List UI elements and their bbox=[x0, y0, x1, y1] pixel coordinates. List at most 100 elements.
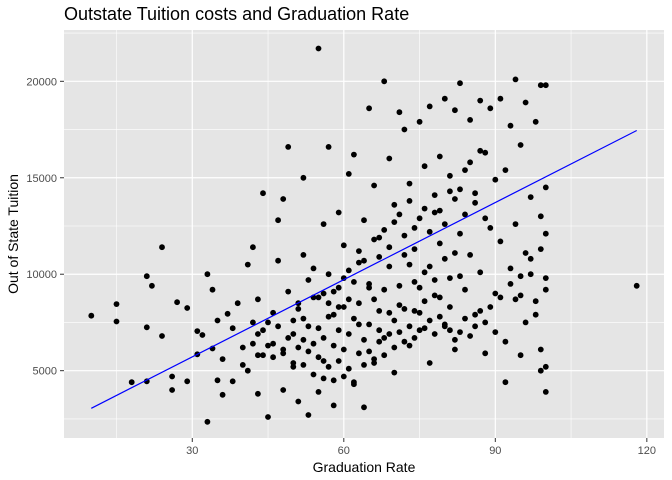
data-point bbox=[527, 255, 534, 262]
x-axis-title: Graduation Rate bbox=[313, 459, 416, 475]
minor-gridlines bbox=[64, 30, 664, 438]
data-point bbox=[537, 367, 544, 374]
data-point bbox=[376, 308, 383, 314]
data-point bbox=[401, 232, 408, 239]
data-point bbox=[447, 304, 453, 310]
data-point bbox=[386, 155, 393, 162]
data-point bbox=[507, 122, 514, 129]
data-point bbox=[325, 313, 332, 320]
data-point bbox=[467, 252, 473, 258]
data-point bbox=[335, 304, 342, 310]
data-point bbox=[290, 360, 297, 366]
data-point bbox=[391, 317, 398, 324]
data-point bbox=[411, 246, 418, 253]
data-point bbox=[371, 360, 377, 366]
data-point bbox=[517, 273, 524, 280]
data-point bbox=[169, 387, 176, 393]
data-point bbox=[457, 186, 463, 193]
data-point bbox=[391, 219, 398, 226]
data-point bbox=[396, 329, 403, 335]
data-point bbox=[381, 335, 388, 341]
data-point bbox=[507, 281, 514, 287]
data-point bbox=[345, 331, 352, 337]
data-point bbox=[315, 389, 322, 395]
data-point bbox=[265, 319, 271, 326]
data-point bbox=[512, 296, 519, 303]
data-point bbox=[421, 298, 428, 305]
data-point bbox=[447, 327, 453, 334]
data-point bbox=[411, 279, 418, 285]
data-point bbox=[340, 304, 347, 310]
data-point bbox=[512, 221, 519, 228]
data-point bbox=[527, 271, 534, 278]
data-point bbox=[452, 336, 458, 343]
data-point bbox=[239, 344, 246, 351]
data-point bbox=[472, 190, 478, 197]
data-point bbox=[285, 144, 292, 150]
data-point bbox=[345, 365, 352, 372]
data-point bbox=[502, 167, 509, 174]
data-point bbox=[260, 327, 266, 334]
data-point bbox=[315, 45, 322, 52]
data-point bbox=[482, 350, 489, 357]
data-point bbox=[472, 199, 478, 206]
data-point bbox=[431, 277, 438, 283]
data-point bbox=[128, 379, 135, 386]
data-point bbox=[406, 198, 413, 204]
data-point bbox=[492, 290, 499, 297]
data-point bbox=[255, 390, 261, 397]
data-point bbox=[351, 315, 357, 322]
data-point bbox=[381, 227, 388, 233]
data-point bbox=[366, 105, 372, 112]
data-point bbox=[472, 311, 478, 318]
data-point bbox=[300, 315, 307, 322]
data-point bbox=[431, 331, 438, 337]
data-point bbox=[452, 196, 458, 202]
data-point bbox=[436, 313, 443, 320]
data-point bbox=[381, 78, 388, 85]
data-point bbox=[356, 300, 362, 307]
data-point bbox=[305, 412, 312, 418]
data-point bbox=[366, 321, 372, 328]
data-point bbox=[335, 284, 342, 291]
data-point bbox=[396, 211, 403, 218]
data-point bbox=[260, 352, 266, 359]
data-point bbox=[310, 340, 317, 347]
data-point bbox=[356, 321, 362, 328]
data-point bbox=[300, 362, 307, 368]
data-point bbox=[537, 346, 544, 353]
data-point bbox=[467, 159, 473, 166]
data-point bbox=[462, 211, 468, 218]
data-point bbox=[320, 375, 327, 382]
data-point bbox=[477, 269, 484, 276]
data-point bbox=[285, 288, 292, 295]
data-point bbox=[250, 319, 256, 326]
data-point bbox=[320, 221, 327, 228]
data-point bbox=[320, 335, 327, 341]
data-point bbox=[512, 76, 519, 83]
data-point bbox=[537, 213, 544, 220]
data-point bbox=[361, 257, 367, 264]
data-point bbox=[275, 323, 281, 330]
data-point bbox=[351, 279, 357, 285]
data-point bbox=[219, 356, 226, 362]
data-point bbox=[255, 352, 261, 359]
data-point bbox=[542, 389, 549, 395]
y-tick-label: 15000 bbox=[26, 173, 57, 185]
data-point bbox=[239, 362, 246, 368]
data-point bbox=[441, 221, 448, 228]
x-tick-label: 60 bbox=[338, 445, 350, 457]
data-point bbox=[457, 329, 463, 335]
data-point bbox=[209, 286, 216, 293]
data-point bbox=[517, 292, 524, 299]
data-point bbox=[381, 286, 388, 293]
data-point bbox=[250, 340, 256, 347]
data-point bbox=[376, 338, 383, 345]
data-point bbox=[199, 332, 206, 338]
y-tick-label: 10000 bbox=[26, 269, 57, 281]
data-point bbox=[487, 304, 494, 310]
data-point bbox=[295, 398, 302, 405]
data-point bbox=[270, 309, 276, 316]
data-point bbox=[532, 311, 539, 318]
data-point bbox=[457, 80, 463, 87]
